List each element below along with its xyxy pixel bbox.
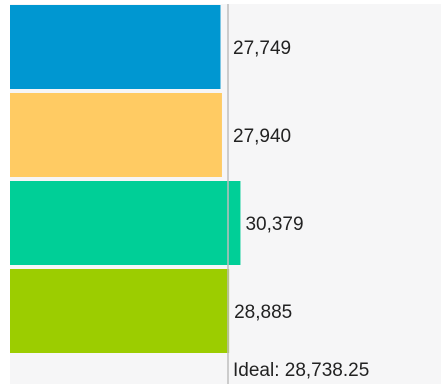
value-label-1: 27,749 xyxy=(233,38,291,59)
bar-2 xyxy=(10,93,222,177)
value-label-group: 27,749 27,940 30,379 28,885 xyxy=(233,38,304,323)
bar-3 xyxy=(10,181,241,265)
bar-4 xyxy=(10,269,230,353)
value-label-2: 27,940 xyxy=(233,126,291,147)
bar-1 xyxy=(10,5,221,89)
bar-group xyxy=(10,5,241,353)
value-label-3: 30,379 xyxy=(245,214,303,235)
value-label-4: 28,885 xyxy=(234,302,292,323)
ideal-label: Ideal: 28,738.25 xyxy=(233,360,369,381)
